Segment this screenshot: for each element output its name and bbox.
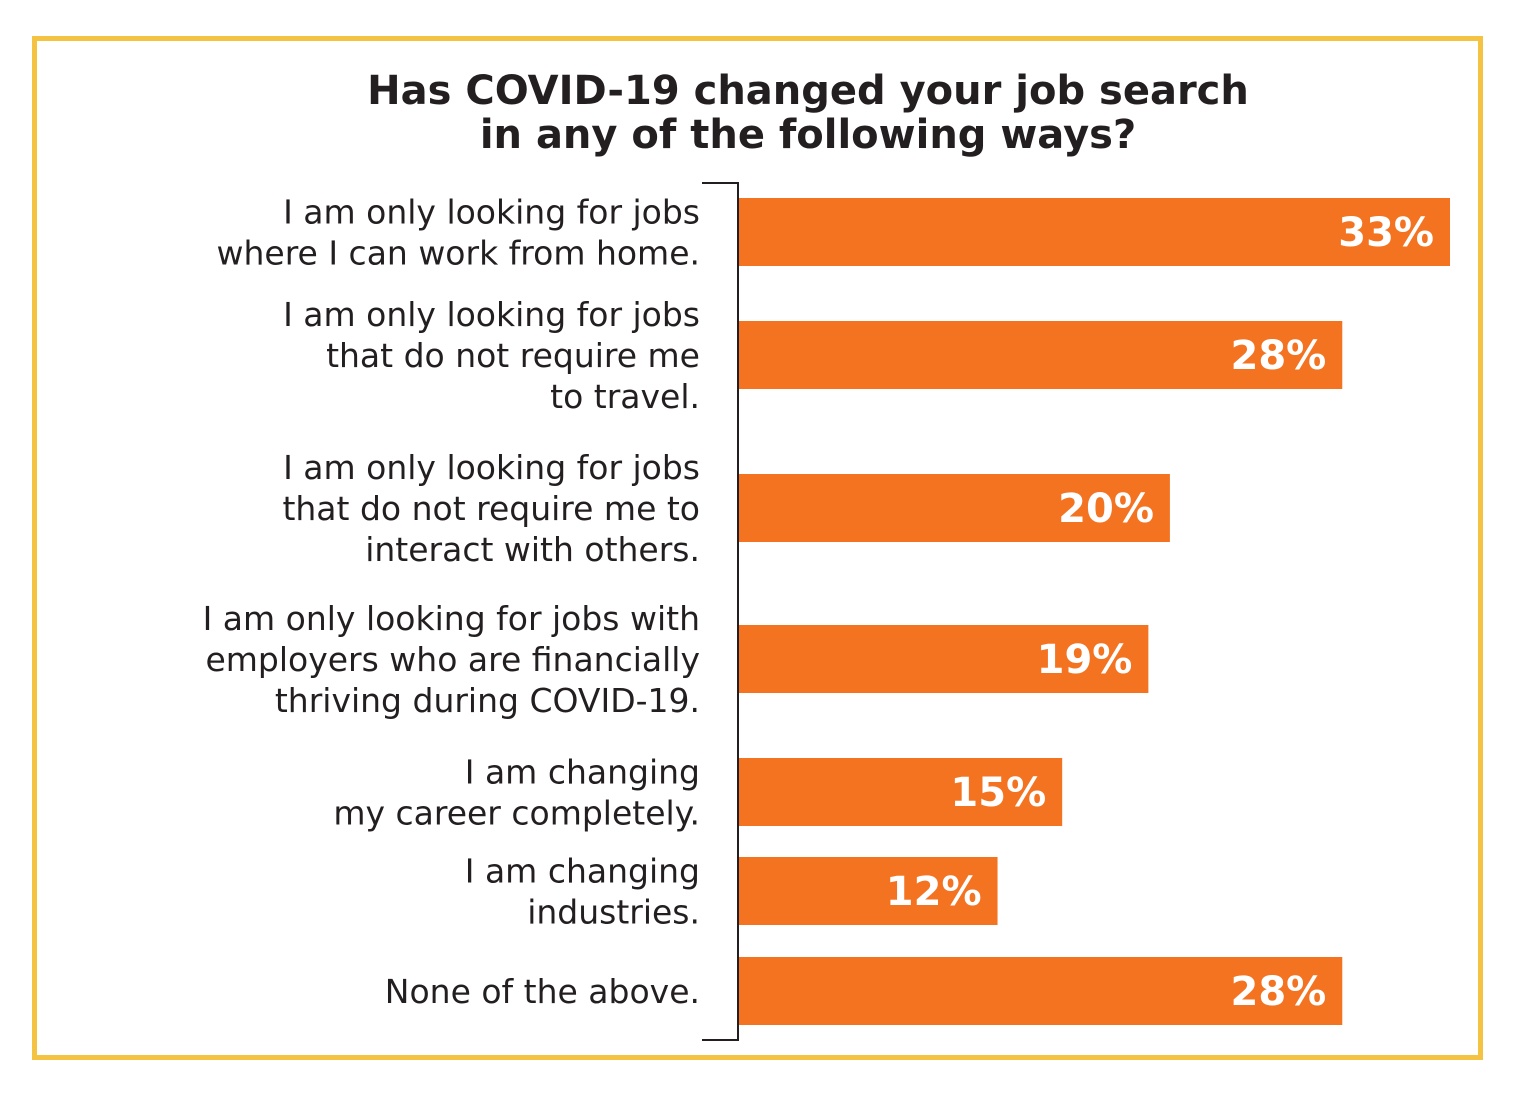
category-label-2-line-1: I am only looking for jobs	[283, 295, 700, 334]
category-label-7-line-1: None of the above.	[385, 972, 700, 1011]
chart-title-line-1: Has COVID-19 changed your job search	[367, 68, 1249, 114]
value-label-5: 15%	[950, 770, 1046, 816]
bar-4	[739, 625, 1149, 693]
category-label-2-line-3: to travel.	[550, 377, 700, 416]
value-label-1: 33%	[1338, 210, 1434, 256]
bar-5	[739, 758, 1063, 826]
category-label-5-line-2: my career completely.	[333, 794, 700, 833]
category-label-3-line-2: that do not require me to	[282, 489, 700, 528]
category-label-3-line-3: interact with others.	[365, 530, 700, 569]
value-label-2: 28%	[1231, 333, 1327, 379]
category-label-3-line-1: I am only looking for jobs	[283, 448, 700, 487]
category-label-5-line-1: I am changing	[465, 753, 700, 792]
value-label-4: 19%	[1037, 637, 1133, 683]
category-label-2-line-2: that do not require me	[326, 336, 700, 375]
bar-2	[739, 321, 1343, 389]
bar-1	[739, 198, 1450, 266]
chart-title-line-2: in any of the following ways?	[480, 112, 1136, 158]
category-label-4-line-1: I am only looking for jobs with	[203, 599, 700, 638]
category-label-6-line-1: I am changing	[465, 852, 700, 891]
value-label-7: 28%	[1231, 969, 1327, 1015]
category-label-1-line-2: where I can work from home.	[216, 234, 700, 273]
bars-layer: 33% 28% 20% 19% 15% 12% 28%	[739, 198, 1450, 1025]
value-label-6: 12%	[886, 869, 982, 915]
category-label-1-line-1: I am only looking for jobs	[283, 193, 700, 232]
bar-3	[739, 474, 1170, 542]
category-axis-bracket	[702, 182, 739, 1041]
category-label-4-line-2: employers who are financially	[205, 640, 700, 679]
category-label-4-line-3: thriving during COVID-19.	[275, 681, 700, 720]
value-label-3: 20%	[1058, 486, 1154, 532]
bar-6	[739, 857, 998, 925]
category-label-6-line-2: industries.	[527, 893, 700, 932]
bar-7	[739, 957, 1343, 1025]
